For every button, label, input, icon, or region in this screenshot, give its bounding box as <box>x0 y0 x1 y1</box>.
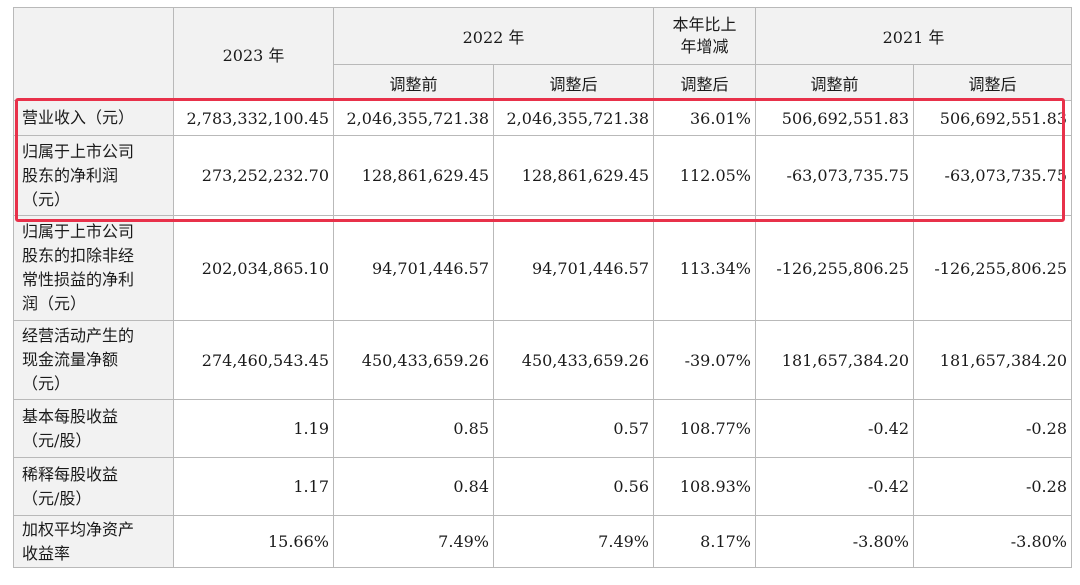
row-label-line: 股东的扣除非经 <box>22 246 135 265</box>
table-header: 2023 年 2022 年 本年比上 年增减 2021 年 调整前 调整后 调整… <box>13 7 1072 101</box>
value-cell: 8.17% <box>653 515 756 568</box>
table-row: 经营活动产生的 现金流量净额 （元） 274,460,543.45 450,43… <box>13 320 1072 400</box>
row-label: 营业收入（元） <box>13 100 174 136</box>
value-cell: 273,252,232.70 <box>173 135 334 216</box>
value-cell: 181,657,384.20 <box>913 320 1072 400</box>
table-row: 稀释每股收益 （元/股） 1.17 0.84 0.56 108.93% -0.4… <box>13 457 1072 516</box>
value-cell: -126,255,806.25 <box>913 215 1072 321</box>
header-2021-after: 调整后 <box>913 64 1072 101</box>
value-cell: 0.57 <box>493 399 654 458</box>
value-cell: 7.49% <box>493 515 654 568</box>
value-cell: 274,460,543.45 <box>173 320 334 400</box>
value-cell: -63,073,735.75 <box>755 135 914 216</box>
row-label: 归属于上市公司 股东的净利润 （元） <box>13 135 174 216</box>
value-cell: -39.07% <box>653 320 756 400</box>
header-yoy-line-2: 年增减 <box>680 37 729 56</box>
value-cell: 36.01% <box>653 100 756 136</box>
value-cell: 0.84 <box>333 457 494 516</box>
value-cell: -0.42 <box>755 399 914 458</box>
value-cell: 94,701,446.57 <box>333 215 494 321</box>
value-cell: 1.17 <box>173 457 334 516</box>
header-2022-before: 调整前 <box>333 64 494 101</box>
value-cell: 15.66% <box>173 515 334 568</box>
value-cell: -0.28 <box>913 457 1072 516</box>
row-label-line: 股东的净利润 <box>22 165 119 185</box>
row-label-line: 归属于上市公司 <box>22 222 135 241</box>
row-label-line: 归属于上市公司 <box>22 141 135 161</box>
table-row: 归属于上市公司 股东的净利润 （元） 273,252,232.70 128,86… <box>13 135 1072 216</box>
value-cell: 0.85 <box>333 399 494 458</box>
value-cell: -0.42 <box>755 457 914 516</box>
header-2021: 2021 年 <box>755 7 1072 65</box>
value-cell: 450,433,659.26 <box>493 320 654 400</box>
value-cell: -3.80% <box>755 515 914 568</box>
row-label-line: 现金流量净额 <box>22 350 119 369</box>
value-cell: 7.49% <box>333 515 494 568</box>
row-label-line: （元） <box>22 374 71 393</box>
header-2022: 2022 年 <box>333 7 654 65</box>
row-label: 稀释每股收益 （元/股） <box>13 457 174 516</box>
table-row: 营业收入（元） 2,783,332,100.45 2,046,355,721.3… <box>13 100 1072 136</box>
value-cell: 112.05% <box>653 135 756 216</box>
value-cell: -0.28 <box>913 399 1072 458</box>
row-label-line: 经营活动产生的 <box>22 326 135 345</box>
value-cell: -3.80% <box>913 515 1072 568</box>
value-cell: 1.19 <box>173 399 334 458</box>
value-cell: 2,783,332,100.45 <box>173 100 334 136</box>
value-cell: 450,433,659.26 <box>333 320 494 400</box>
value-cell: -63,073,735.75 <box>913 135 1072 216</box>
value-cell: -126,255,806.25 <box>755 215 914 321</box>
row-label: 加权平均净资产 收益率 <box>13 515 174 568</box>
header-yoy-after: 调整后 <box>653 64 756 101</box>
row-label-line: 基本每股收益 <box>22 406 119 426</box>
value-cell: 202,034,865.10 <box>173 215 334 321</box>
financial-summary-table: 2023 年 2022 年 本年比上 年增减 2021 年 调整前 调整后 调整… <box>13 7 1072 568</box>
header-corner-cell <box>13 7 174 101</box>
value-cell: 108.77% <box>653 399 756 458</box>
row-label-line: （元） <box>22 189 71 209</box>
header-2021-before: 调整前 <box>755 64 914 101</box>
value-cell: 94,701,446.57 <box>493 215 654 321</box>
row-label-line: 收益率 <box>22 543 71 563</box>
header-2022-after: 调整后 <box>493 64 654 101</box>
financial-summary-table-wrapper: 2023 年 2022 年 本年比上 年增减 2021 年 调整前 调整后 调整… <box>13 7 1072 568</box>
row-label-line: 常性损益的净利 <box>22 270 135 289</box>
table-body: 营业收入（元） 2,783,332,100.45 2,046,355,721.3… <box>13 100 1072 568</box>
value-cell: 2,046,355,721.38 <box>493 100 654 136</box>
row-label: 归属于上市公司 股东的扣除非经 常性损益的净利 润（元） <box>13 215 174 321</box>
header-row-years: 2023 年 2022 年 本年比上 年增减 2021 年 <box>13 7 1072 101</box>
value-cell: 2,046,355,721.38 <box>333 100 494 136</box>
row-label: 经营活动产生的 现金流量净额 （元） <box>13 320 174 400</box>
table-row: 归属于上市公司 股东的扣除非经 常性损益的净利 润（元） 202,034,865… <box>13 215 1072 321</box>
value-cell: 181,657,384.20 <box>755 320 914 400</box>
value-cell: 108.93% <box>653 457 756 516</box>
header-yoy-line-1: 本年比上 <box>672 15 737 34</box>
table-row: 基本每股收益 （元/股） 1.19 0.85 0.57 108.77% -0.4… <box>13 399 1072 458</box>
value-cell: 506,692,551.83 <box>913 100 1072 136</box>
header-yoy-change: 本年比上 年增减 <box>653 7 756 65</box>
value-cell: 0.56 <box>493 457 654 516</box>
header-row-adjust: 调整前 调整后 调整后 调整前 调整后 <box>14 64 1072 101</box>
header-2023: 2023 年 <box>173 7 334 101</box>
row-label-line: （元/股） <box>22 488 92 508</box>
row-label: 基本每股收益 （元/股） <box>13 399 174 458</box>
value-cell: 128,861,629.45 <box>493 135 654 216</box>
table-row: 加权平均净资产 收益率 15.66% 7.49% 7.49% 8.17% -3.… <box>13 515 1072 568</box>
value-cell: 506,692,551.83 <box>755 100 914 136</box>
row-label-line: 润（元） <box>22 294 87 313</box>
row-label-line: 稀释每股收益 <box>22 464 119 484</box>
value-cell: 113.34% <box>653 215 756 321</box>
value-cell: 128,861,629.45 <box>333 135 494 216</box>
row-label-line: 营业收入（元） <box>22 108 135 127</box>
row-label-line: （元/股） <box>22 430 92 450</box>
row-label-line: 加权平均净资产 <box>22 519 135 539</box>
